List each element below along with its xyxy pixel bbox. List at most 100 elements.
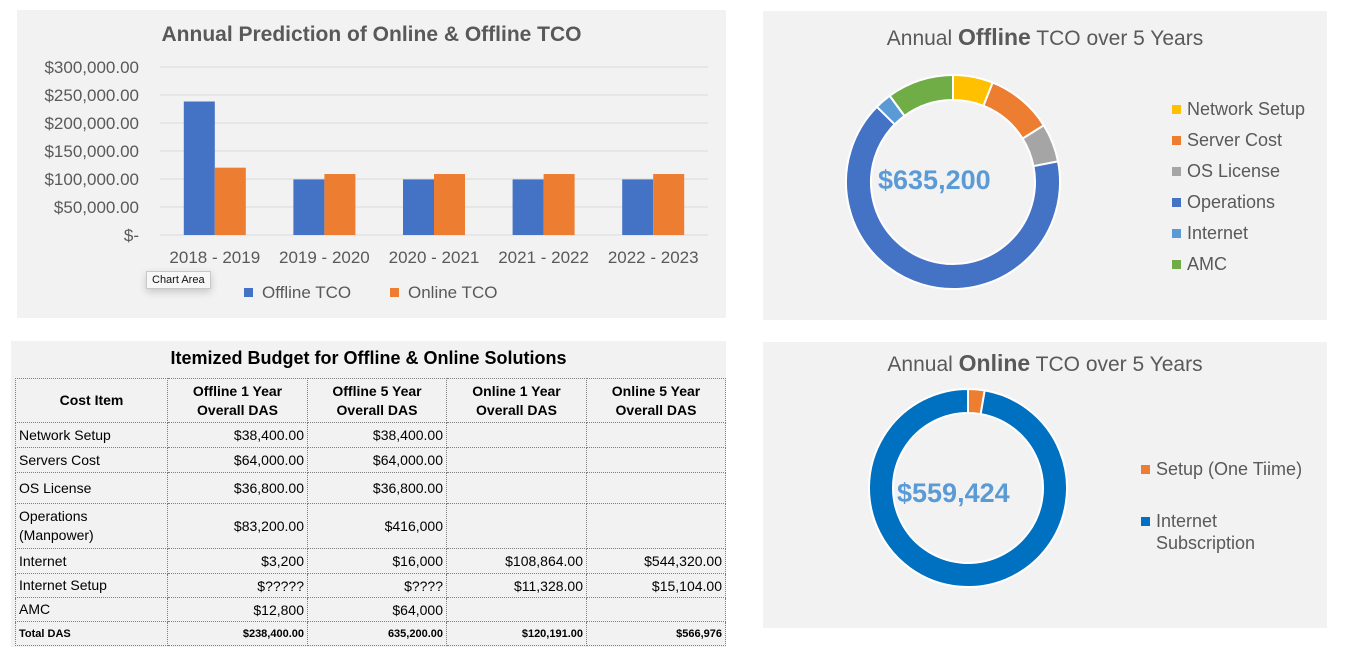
legend-item[interactable]: AMC bbox=[1172, 253, 1305, 275]
legend-label: Network Setup bbox=[1187, 99, 1306, 119]
y-tick-label: $300,000.00 bbox=[44, 58, 139, 77]
value-cell: $???? bbox=[307, 573, 447, 598]
column-header: Offline 1 Year Overall DAS bbox=[167, 378, 308, 423]
budget-table-panel: Itemized Budget for Offline & Online Sol… bbox=[11, 341, 726, 647]
table-header-row: Cost Item Offline 1 Year Overall DAS Offlin… bbox=[15, 378, 726, 423]
y-tick-label: $50,000.00 bbox=[54, 198, 139, 217]
online-total-label: $559,424 bbox=[897, 478, 1010, 508]
legend-swatch bbox=[1141, 465, 1150, 474]
bar-offline-tco[interactable] bbox=[293, 179, 325, 235]
bar-chart-panel[interactable]: Annual Prediction of Online & Offline TC… bbox=[17, 10, 726, 318]
title-part: Annual bbox=[887, 353, 959, 376]
legend-item[interactable]: Setup (One Tiime) bbox=[1141, 458, 1302, 480]
total-row: Total DAS $238,400.00 635,200.00 $120,191.0… bbox=[15, 621, 726, 646]
value-cell: $15,104.00 bbox=[586, 573, 726, 598]
legend-label: Operations bbox=[1187, 192, 1276, 212]
cost-item-cell: Network Setup bbox=[15, 422, 168, 448]
value-cell: $108,864.00 bbox=[446, 548, 587, 574]
legend-label: Server Cost bbox=[1187, 130, 1283, 150]
legend-swatch bbox=[1172, 198, 1181, 207]
legend-item[interactable]: Internet Subscription bbox=[1141, 510, 1302, 554]
x-tick-label: 2019 - 2020 bbox=[279, 248, 370, 267]
x-tick-label: 2022 - 2023 bbox=[608, 248, 699, 267]
donut-slice-amc[interactable] bbox=[888, 73, 954, 118]
x-tick-label: 2020 - 2021 bbox=[389, 248, 480, 267]
bar-offline-tco[interactable] bbox=[403, 179, 434, 235]
donut-slice-operations[interactable] bbox=[845, 105, 1061, 290]
legend-label: Setup (One Tiime) bbox=[1156, 459, 1303, 479]
y-tick-label: $250,000.00 bbox=[44, 86, 139, 105]
value-cell bbox=[446, 472, 587, 504]
total-value-cell: $120,191.00 bbox=[446, 621, 587, 646]
legend-swatch bbox=[244, 288, 253, 297]
bar-chart-plot: $- $50,000.00 $100,000.00 $150,000.00 $200,0… bbox=[44, 58, 708, 302]
value-cell: $64,000 bbox=[307, 597, 447, 622]
total-value-cell: 635,200.00 bbox=[307, 621, 447, 646]
value-cell: $416,000 bbox=[307, 503, 447, 549]
x-tick-label: 2021 - 2022 bbox=[498, 248, 589, 267]
value-cell bbox=[586, 447, 726, 473]
bar-online-tco[interactable] bbox=[653, 174, 685, 235]
bar-offline-tco[interactable] bbox=[512, 179, 544, 235]
cost-item-cell: Internet Setup bbox=[15, 573, 168, 598]
column-header: Offline 5 Year Overall DAS bbox=[307, 378, 447, 423]
legend-item[interactable]: Network Setup bbox=[1172, 98, 1305, 120]
value-cell: $544,320.00 bbox=[586, 548, 726, 574]
value-cell bbox=[586, 597, 726, 622]
bar-offline-tco[interactable] bbox=[183, 101, 215, 235]
legend-label: Online TCO bbox=[408, 283, 497, 302]
title-emphasis: Offline bbox=[958, 24, 1031, 50]
online-donut-panel[interactable]: Annual Online TCO over 5 Years $559,424 … bbox=[763, 342, 1327, 628]
table-row: Internet Setup $????? $???? $11,328.00 $15,1… bbox=[15, 573, 726, 598]
bar-online-tco[interactable] bbox=[214, 167, 246, 235]
donut-slice-internet-subscription[interactable] bbox=[868, 387, 1068, 588]
value-cell bbox=[446, 422, 587, 448]
x-tick-label: 2018 - 2019 bbox=[169, 248, 260, 267]
legend-item[interactable]: OS License bbox=[1172, 160, 1305, 182]
legend-swatch bbox=[1172, 167, 1181, 176]
y-tick-label: $200,000.00 bbox=[44, 114, 139, 133]
value-cell bbox=[586, 422, 726, 448]
legend-label: Internet Subscription bbox=[1156, 511, 1256, 553]
bar-online-tco[interactable] bbox=[434, 174, 465, 235]
value-cell: $3,200 bbox=[167, 548, 308, 574]
cost-item-cell: Internet bbox=[15, 548, 168, 574]
value-cell bbox=[446, 503, 587, 549]
budget-table: Cost Item Offline 1 Year Overall DAS Offlin… bbox=[15, 378, 726, 646]
value-cell: $12,800 bbox=[167, 597, 308, 622]
legend-item[interactable]: Internet bbox=[1172, 222, 1305, 244]
legend-item[interactable]: Operations bbox=[1172, 191, 1305, 213]
offline-donut-panel[interactable]: Annual Offline TCO over 5 Years $635,200… bbox=[763, 11, 1327, 320]
value-cell: $36,800.00 bbox=[307, 472, 447, 504]
cost-item-cell: AMC bbox=[15, 597, 168, 622]
title-part: Annual bbox=[886, 27, 958, 50]
table-row: Servers Cost $64,000.00 $64,000.00 bbox=[15, 447, 726, 473]
online-donut bbox=[868, 387, 1068, 588]
legend-swatch bbox=[1172, 229, 1181, 238]
title-part: TCO over 5 Years bbox=[1030, 353, 1203, 376]
total-value-cell: $566,976 bbox=[586, 621, 726, 646]
online-legend: Setup (One Tiime) Internet Subscription bbox=[1141, 458, 1302, 584]
budget-table-title: Itemized Budget for Offline & Online Sol… bbox=[170, 348, 567, 368]
legend-label: AMC bbox=[1187, 254, 1227, 274]
value-cell bbox=[446, 597, 587, 622]
legend-swatch bbox=[1141, 517, 1150, 526]
value-cell: $64,000.00 bbox=[307, 447, 447, 473]
value-cell: $64,000.00 bbox=[167, 447, 308, 473]
value-cell: $????? bbox=[167, 573, 308, 598]
table-row: OS License $36,800.00 $36,800.00 bbox=[15, 472, 726, 504]
bar-online-tco[interactable] bbox=[543, 174, 575, 235]
column-header: Online 5 Year Overall DAS bbox=[586, 378, 726, 423]
legend-item[interactable]: Server Cost bbox=[1172, 129, 1305, 151]
y-tick-label: $- bbox=[124, 226, 139, 245]
value-cell bbox=[446, 447, 587, 473]
offline-donut bbox=[845, 73, 1061, 290]
bar-online-tco[interactable] bbox=[324, 174, 356, 235]
bar-offline-tco[interactable] bbox=[622, 179, 654, 235]
value-cell: $38,400.00 bbox=[307, 422, 447, 448]
column-header: Online 1 Year Overall DAS bbox=[446, 378, 587, 423]
value-cell: $16,000 bbox=[307, 548, 447, 574]
value-cell: $11,328.00 bbox=[446, 573, 587, 598]
value-cell: $83,200.00 bbox=[167, 503, 308, 549]
value-cell: $38,400.00 bbox=[167, 422, 308, 448]
